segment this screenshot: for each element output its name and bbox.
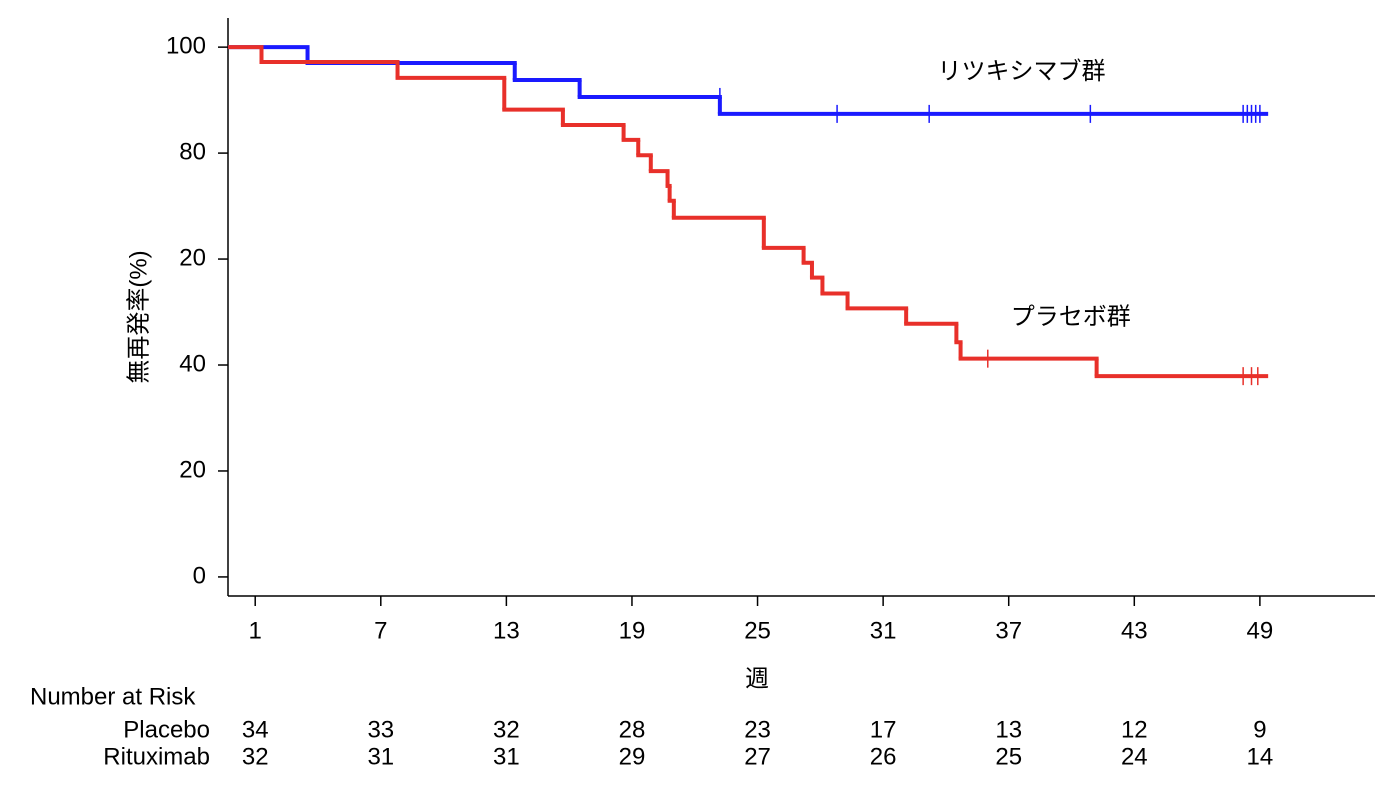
y-axis-label: 無再発率(%)	[125, 250, 152, 383]
x-tick-label: 37	[995, 617, 1022, 644]
risk-count: 34	[242, 716, 269, 743]
x-tick-label: 1	[249, 617, 262, 644]
x-tick-label: 7	[374, 617, 387, 644]
risk-count: 27	[744, 743, 771, 770]
risk-count: 17	[870, 716, 897, 743]
group-label: リツキシマブ群	[938, 58, 1106, 85]
y-tick-label: 100	[166, 32, 206, 59]
risk-count: 13	[995, 716, 1022, 743]
risk-count: 25	[995, 743, 1022, 770]
risk-count: 32	[493, 716, 520, 743]
x-tick-label: 31	[870, 617, 897, 644]
risk-count: 29	[619, 743, 646, 770]
y-tick-label: 80	[179, 138, 206, 165]
risk-count: 9	[1253, 716, 1266, 743]
group-label: プラセボ群	[1011, 304, 1131, 331]
risk-count: 24	[1121, 743, 1148, 770]
x-tick-label: 25	[744, 617, 771, 644]
x-tick-label: 19	[619, 617, 646, 644]
y-tick-label: 20	[179, 456, 206, 483]
risk-count: 28	[619, 716, 646, 743]
risk-count: 32	[242, 743, 269, 770]
risk-row-label: Rituximab	[103, 743, 210, 770]
risk-table-title: Number at Risk	[30, 683, 196, 710]
risk-count: 31	[493, 743, 520, 770]
risk-count: 14	[1247, 743, 1274, 770]
x-tick-label: 43	[1121, 617, 1148, 644]
risk-count: 23	[744, 716, 771, 743]
x-tick-label: 49	[1247, 617, 1274, 644]
x-tick-label: 13	[493, 617, 520, 644]
risk-count: 33	[367, 716, 394, 743]
risk-count: 31	[367, 743, 394, 770]
y-tick-label: 40	[179, 350, 206, 377]
x-axis-label: 週	[745, 665, 769, 692]
risk-row-label: Placebo	[123, 716, 210, 743]
risk-count: 12	[1121, 716, 1148, 743]
y-tick-label: 20	[179, 244, 206, 271]
risk-count: 26	[870, 743, 897, 770]
y-tick-label: 0	[193, 562, 206, 589]
